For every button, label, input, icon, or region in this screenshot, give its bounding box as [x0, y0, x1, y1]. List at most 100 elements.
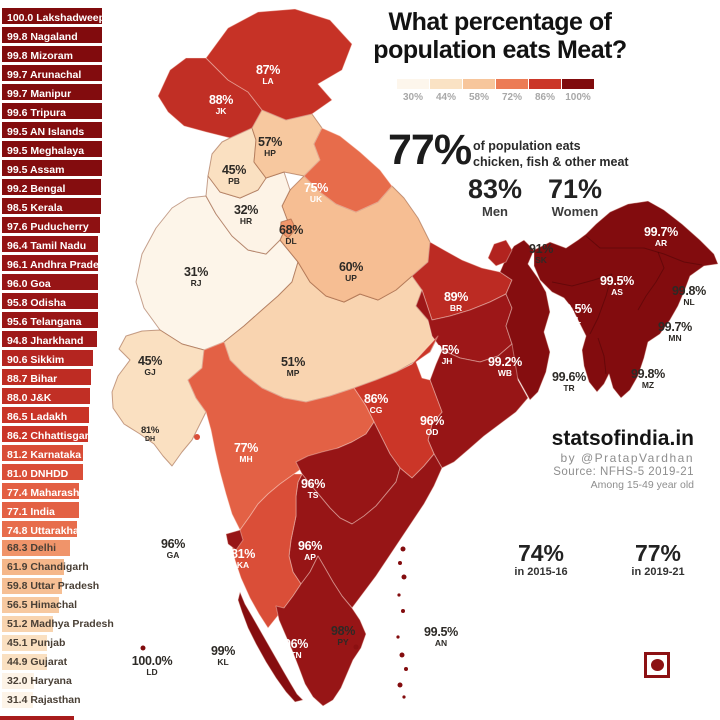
small-territory-dot — [401, 609, 405, 613]
rank-row-haryana: 32.0 Haryana — [2, 673, 210, 689]
legend-tick: 86% — [534, 92, 555, 103]
rank-row-uttarakhand: 74.8 Uttarakhand — [2, 521, 210, 537]
state-sk — [487, 239, 513, 267]
rank-label: 86.5 Ladakh — [7, 411, 68, 423]
legend-tick: 44% — [435, 92, 456, 103]
legend-tick: 30% — [402, 92, 423, 103]
rank-label: 99.7 Manipur — [7, 88, 72, 100]
site-logo — [644, 652, 670, 678]
rank-row-assam: 99.5 Assam — [2, 160, 210, 176]
rank-row-madhya-pradesh: 51.2 Madhya Pradesh — [2, 616, 210, 632]
rank-row-puducherry: 97.6 Puducherry — [2, 217, 210, 233]
state-ne — [533, 200, 719, 399]
rank-row-j-k: 88.0 J&K — [2, 388, 210, 404]
rank-row-gujarat: 44.9 Gujarat — [2, 654, 210, 670]
rank-row-chandigarh: 61.9 Chandigarh — [2, 559, 210, 575]
rank-row-nagaland: 99.8 Nagaland — [2, 27, 210, 43]
stat-2015-value: 74% — [517, 540, 565, 566]
rank-bar: 99.8 Mizoram — [2, 46, 102, 62]
rank-bar — [2, 559, 64, 575]
state-dl — [279, 218, 297, 239]
rank-bar: 86.5 Ladakh — [2, 407, 89, 423]
state-tn — [275, 555, 367, 707]
rank-row-telangana: 95.6 Telangana — [2, 312, 210, 328]
rank-bar: 94.8 Jharkhand — [2, 331, 97, 347]
rank-label: 45.1 Punjab — [7, 637, 66, 649]
rank-row-andhra-pradesh: 96.1 Andhra Pradesh — [2, 255, 210, 271]
rank-bar: 77.4 Maharashtra — [2, 483, 80, 499]
small-territory-dot — [401, 574, 407, 580]
headline-percentage: 77% — [388, 126, 472, 174]
rank-label: 44.9 Gujarat — [7, 656, 68, 668]
rank-bar: 99.2 Bengal — [2, 179, 102, 195]
ne-internal-border — [585, 235, 703, 266]
rank-label: 88.0 J&K — [7, 392, 52, 404]
rank-bar — [2, 673, 34, 689]
ne-internal-border — [655, 251, 665, 283]
rank-label: 98.5 Kerala — [7, 202, 63, 214]
rank-bar: 81.2 Karnataka — [2, 445, 84, 461]
rank-bar: 99.7 Arunachal — [2, 65, 102, 81]
rank-row-odisha: 95.8 Odisha — [2, 293, 210, 309]
cropped-row-strip — [0, 716, 74, 720]
rank-label: 95.6 Telangana — [7, 316, 82, 328]
rank-bar — [2, 654, 47, 670]
rank-row-an-islands: 99.5 AN Islands — [2, 122, 210, 138]
headline-desc-line1: of population eats — [473, 139, 581, 153]
title-line2: population eats Meat? — [373, 36, 627, 64]
rank-bar: 96.1 Andhra Pradesh — [2, 255, 99, 271]
rank-row-jharkhand: 94.8 Jharkhand — [2, 331, 210, 347]
rank-label: 59.8 Uttar Pradesh — [7, 580, 100, 592]
data-source: Source: NFHS-5 2019-21 — [553, 466, 694, 478]
rank-label: 97.6 Puducherry — [7, 221, 89, 233]
rank-bar: 95.8 Odisha — [2, 293, 98, 309]
stat-men: 83% Men — [450, 176, 540, 220]
rank-bar: 88.0 J&K — [2, 388, 90, 404]
rank-bar: 98.5 Kerala — [2, 198, 101, 214]
stat-2019-value: 77% — [634, 540, 682, 566]
rank-row-dnhdd: 81.0 DNHDD — [2, 464, 210, 480]
state-ka — [231, 473, 303, 629]
rank-row-arunachal: 99.7 Arunachal — [2, 65, 210, 81]
state-ranking-bar-list: 100.0 Lakshadweep 99.8 Nagaland 99.8 Mizor… — [0, 0, 210, 720]
attribution-block: statsofindia.in by @PratapVardhan Source… — [552, 428, 694, 491]
rank-bar: 96.0 Goa — [2, 274, 98, 290]
legend-swatch — [496, 79, 528, 89]
rank-label: 31.4 Rajasthan — [7, 694, 81, 706]
rank-label: 99.8 Mizoram — [7, 50, 73, 62]
author-byline: by @PratapVardhan — [560, 451, 694, 465]
site-name: statsofindia.in — [551, 427, 694, 450]
rank-row-india: 77.1 India — [2, 502, 210, 518]
rank-bar: 97.6 Puducherry — [2, 217, 100, 233]
state-ap — [288, 453, 443, 609]
rank-label: 100.0 Lakshadweep — [7, 12, 102, 24]
small-territory-dot — [140, 645, 146, 651]
rank-label: 88.7 Bihar — [7, 373, 58, 385]
ne-internal-border — [637, 281, 657, 311]
stat-men-label: Men — [482, 204, 508, 219]
rank-label: 81.0 DNHDD — [7, 468, 69, 480]
rank-bar: 99.5 Meghalaya — [2, 141, 102, 157]
state-uk — [303, 127, 393, 213]
page-title: What percentage of population eats Meat? — [352, 8, 648, 64]
legend-swatch — [397, 79, 429, 89]
rank-row-delhi: 68.3 Delhi — [2, 540, 210, 556]
rank-bar: 99.7 Manipur — [2, 84, 102, 100]
small-territory-dot — [397, 593, 401, 597]
state-la — [205, 8, 353, 121]
rank-label: 32.0 Haryana — [7, 675, 72, 687]
rank-bar — [2, 540, 71, 556]
rank-label: 99.8 Nagaland — [7, 31, 78, 43]
rank-bar: 86.2 Chhattisgarh — [2, 426, 89, 442]
legend-swatch — [529, 79, 561, 89]
small-territory-dot — [402, 695, 406, 699]
legend-swatch — [463, 79, 495, 89]
legend-tick: 58% — [468, 92, 489, 103]
small-territory-dot — [194, 434, 200, 440]
rank-bar: 77.1 India — [2, 502, 80, 518]
rank-row-maharashtra: 77.4 Maharashtra — [2, 483, 210, 499]
rank-label: 95.8 Odisha — [7, 297, 66, 309]
rank-label: 81.2 Karnataka — [7, 449, 82, 461]
rank-row-sikkim: 90.6 Sikkim — [2, 350, 210, 366]
rank-row-himachal: 56.5 Himachal — [2, 597, 210, 613]
